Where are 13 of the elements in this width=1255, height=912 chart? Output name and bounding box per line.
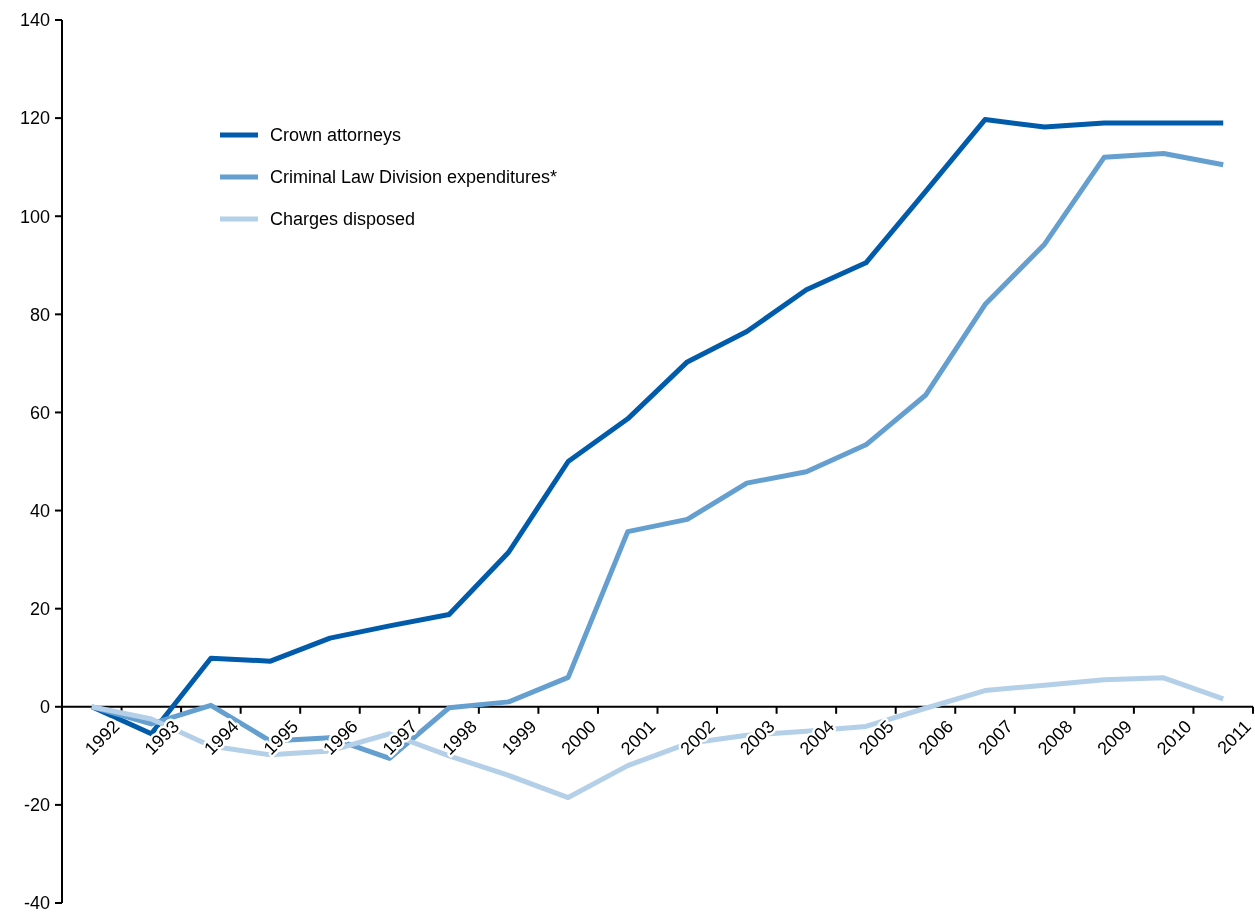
y-tick-label: 20: [29, 598, 50, 619]
y-tick-label: -40: [23, 893, 50, 912]
legend-label: Crown attorneys: [270, 125, 402, 146]
y-tick-label: 100: [19, 206, 50, 227]
y-tick-label: 40: [29, 500, 50, 521]
legend-label: Charges disposed: [270, 209, 416, 230]
y-tick-label: 120: [19, 108, 50, 129]
legend-label: Criminal Law Division expenditures*: [270, 167, 558, 188]
y-tick-label: 140: [19, 10, 50, 31]
y-tick-label: -20: [23, 795, 50, 816]
y-tick-label: 60: [29, 402, 50, 423]
y-tick-label: 0: [39, 697, 50, 718]
y-tick-label: 80: [29, 304, 50, 325]
